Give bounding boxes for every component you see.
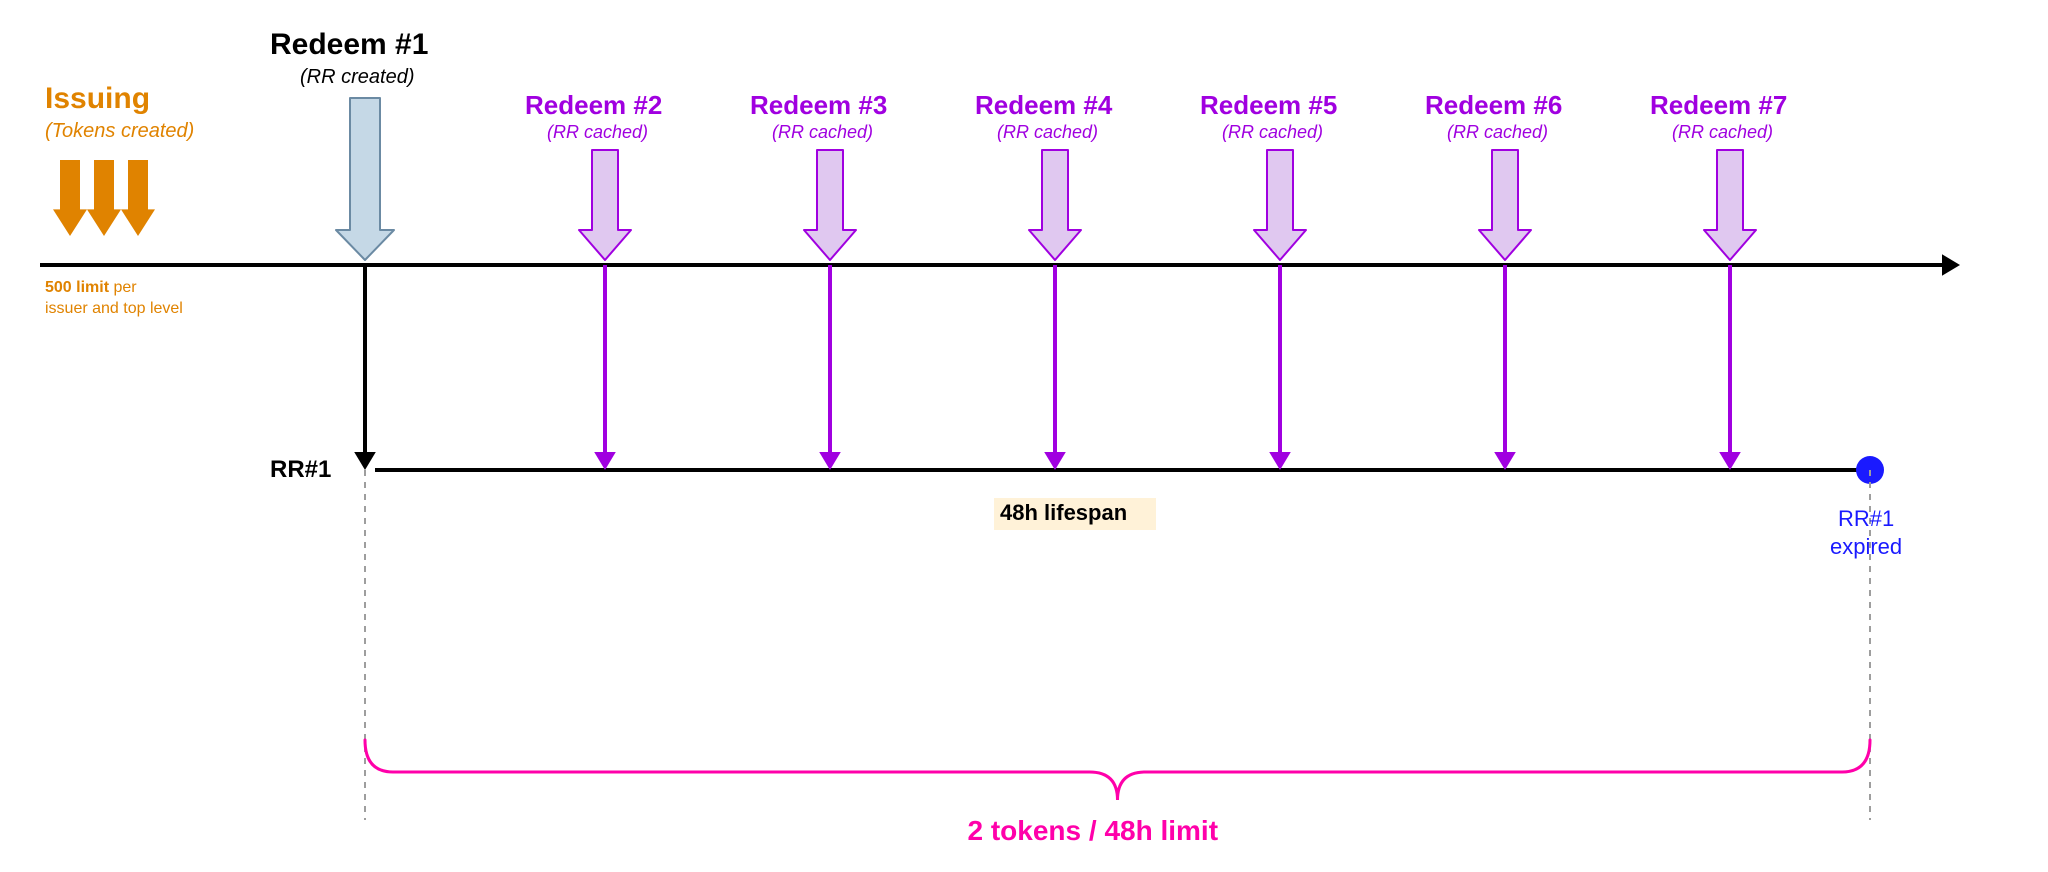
diagram-stage: Issuing (Tokens created) 500 limit peris…	[0, 0, 2048, 872]
issuing-limit-caption: 500 limit perissuer and top level	[45, 278, 183, 320]
redeem-1-title: Redeem #1	[270, 28, 428, 62]
issuing-title: Issuing	[45, 82, 150, 116]
rr1-label: RR#1	[270, 456, 331, 484]
redeem-1-subtitle: (RR created)	[300, 66, 414, 89]
issuing-subtitle: (Tokens created)	[45, 120, 194, 143]
rr1-expired-label: RR#1expired	[1830, 505, 1902, 560]
redeem-5-subtitle: (RR cached)	[1222, 122, 1323, 143]
redeem-3-title: Redeem #3	[750, 90, 887, 121]
redeem-3-subtitle: (RR cached)	[772, 122, 873, 143]
redeem-5-title: Redeem #5	[1200, 90, 1337, 121]
redeem-7-title: Redeem #7	[1650, 90, 1787, 121]
redeem-6-subtitle: (RR cached)	[1447, 122, 1548, 143]
lifespan-label: 48h lifespan	[1000, 500, 1127, 526]
redeem-2-title: Redeem #2	[525, 90, 662, 121]
redeem-4-subtitle: (RR cached)	[997, 122, 1098, 143]
redeem-7-subtitle: (RR cached)	[1672, 122, 1773, 143]
brace-caption: 2 tokens / 48h limit	[968, 815, 1219, 847]
redeem-2-subtitle: (RR cached)	[547, 122, 648, 143]
redeem-6-title: Redeem #6	[1425, 90, 1562, 121]
redeem-4-title: Redeem #4	[975, 90, 1112, 121]
